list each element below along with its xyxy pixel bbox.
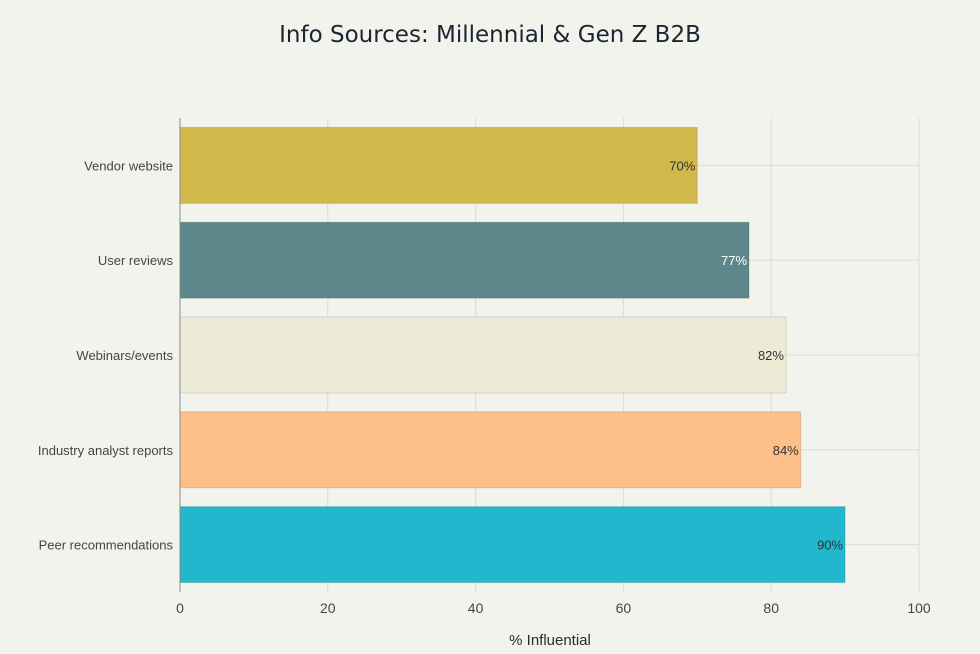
bar-peer-recommendations	[179, 506, 846, 584]
bar-user-reviews	[179, 221, 750, 299]
value-label: 70%	[669, 158, 695, 173]
x-tick-label: 40	[468, 600, 484, 616]
category-label: Webinars/events	[76, 348, 173, 363]
x-axis-label: % Influential	[509, 632, 591, 649]
x-tick-label: 60	[616, 600, 632, 616]
category-label: Peer recommendations	[39, 538, 174, 553]
bar-webinars-events	[179, 316, 787, 394]
value-label: 77%	[721, 253, 747, 268]
value-label: 90%	[817, 538, 843, 553]
category-label: User reviews	[98, 253, 174, 268]
category-label: Vendor website	[84, 158, 173, 173]
x-tick-label: 80	[763, 600, 779, 616]
bar-industry-analyst-reports	[179, 411, 802, 489]
bar-vendor-website	[179, 126, 698, 204]
category-label: Industry analyst reports	[38, 443, 174, 458]
value-label: 82%	[758, 348, 784, 363]
x-tick-label: 100	[907, 600, 931, 616]
x-tick-label: 0	[176, 600, 184, 616]
chart-title: Info Sources: Millennial & Gen Z B2B	[279, 22, 701, 48]
x-tick-label: 20	[320, 600, 336, 616]
value-label: 84%	[773, 443, 799, 458]
